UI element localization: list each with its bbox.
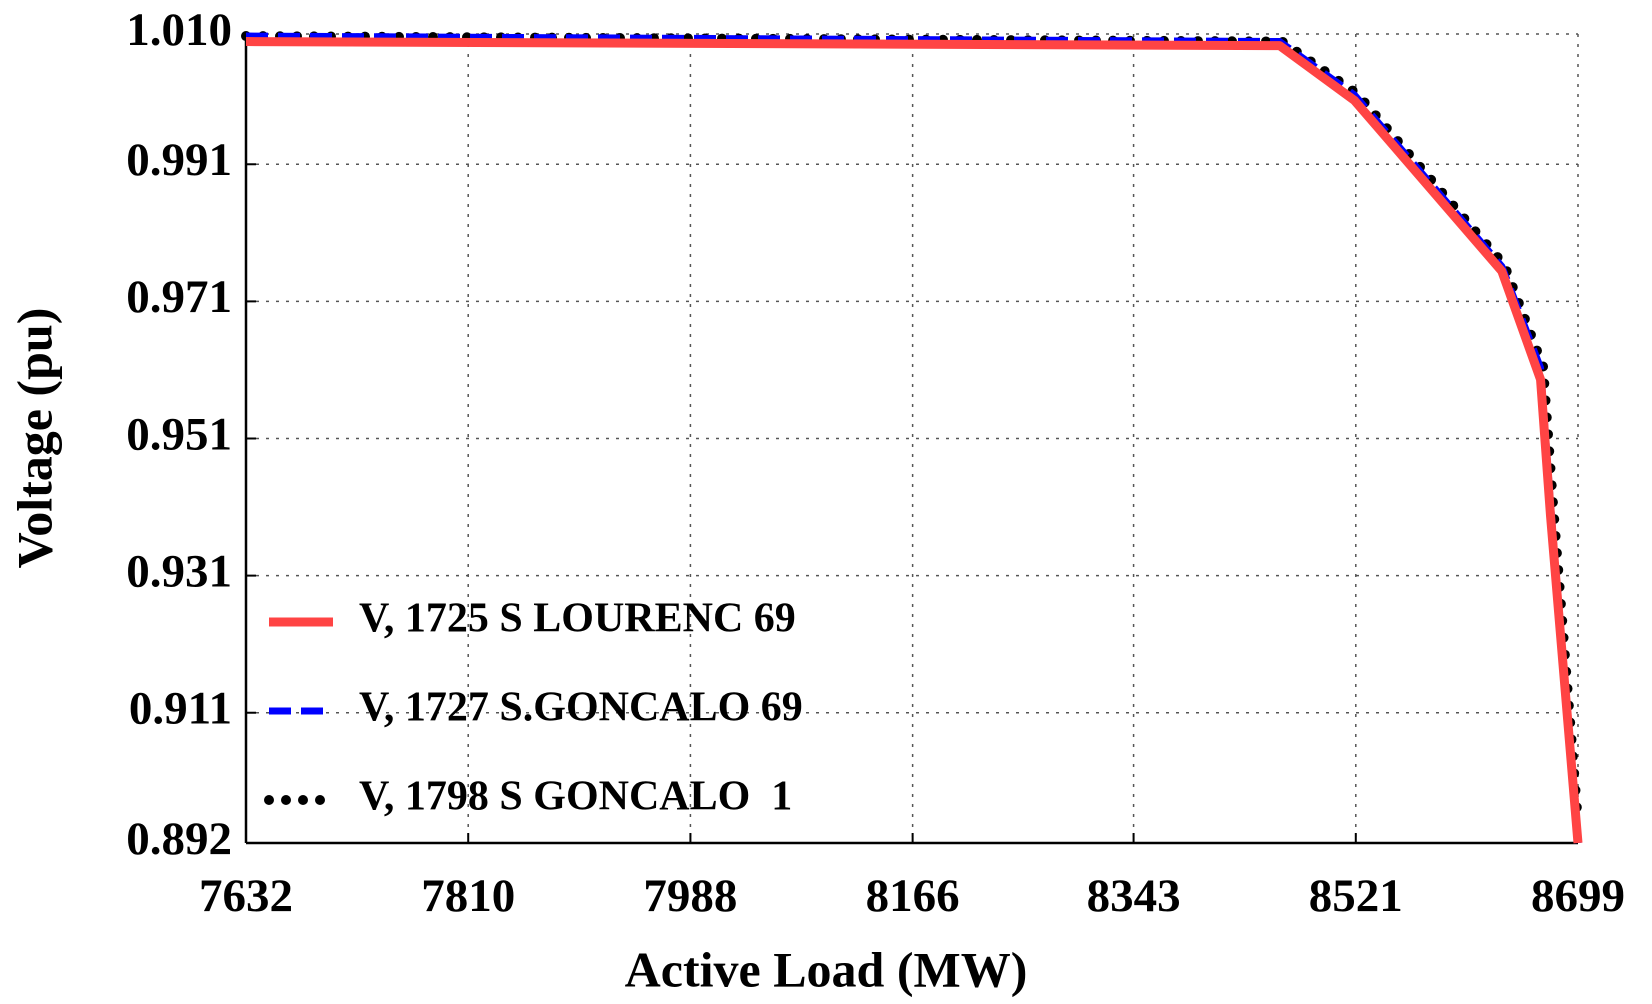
series-line [245,37,1583,844]
x-tick-label: 7632 [199,870,293,922]
y-tick-label: 0.991 [126,134,232,186]
legend-label: V, 1798 S GONCALO 1 [359,774,792,820]
x-tick-label: 8699 [1531,870,1625,922]
x-tick-label: 8166 [866,870,960,922]
legend-label: V, 1725 S LOURENC 69 [359,596,796,642]
y-tick-label: 0.931 [126,545,232,597]
y-tick-label: 0.892 [126,813,232,865]
x-tick-label: 8521 [1309,870,1403,922]
x-tick-label: 8343 [1087,870,1181,922]
y-tick-label: 0.971 [126,271,232,323]
y-tick-label: 0.911 [129,683,232,735]
x-tick-label: 7810 [421,870,515,922]
y-axis-label: Voltage (pu) [6,308,62,569]
legend-label: V, 1727 S.GONCALO 69 [359,685,803,731]
x-tick-label: 7988 [643,870,737,922]
y-tick-label: 0.951 [126,408,232,460]
x-axis-label: Active Load (MW) [625,941,1028,997]
y-tick-label: 1.010 [126,4,232,56]
